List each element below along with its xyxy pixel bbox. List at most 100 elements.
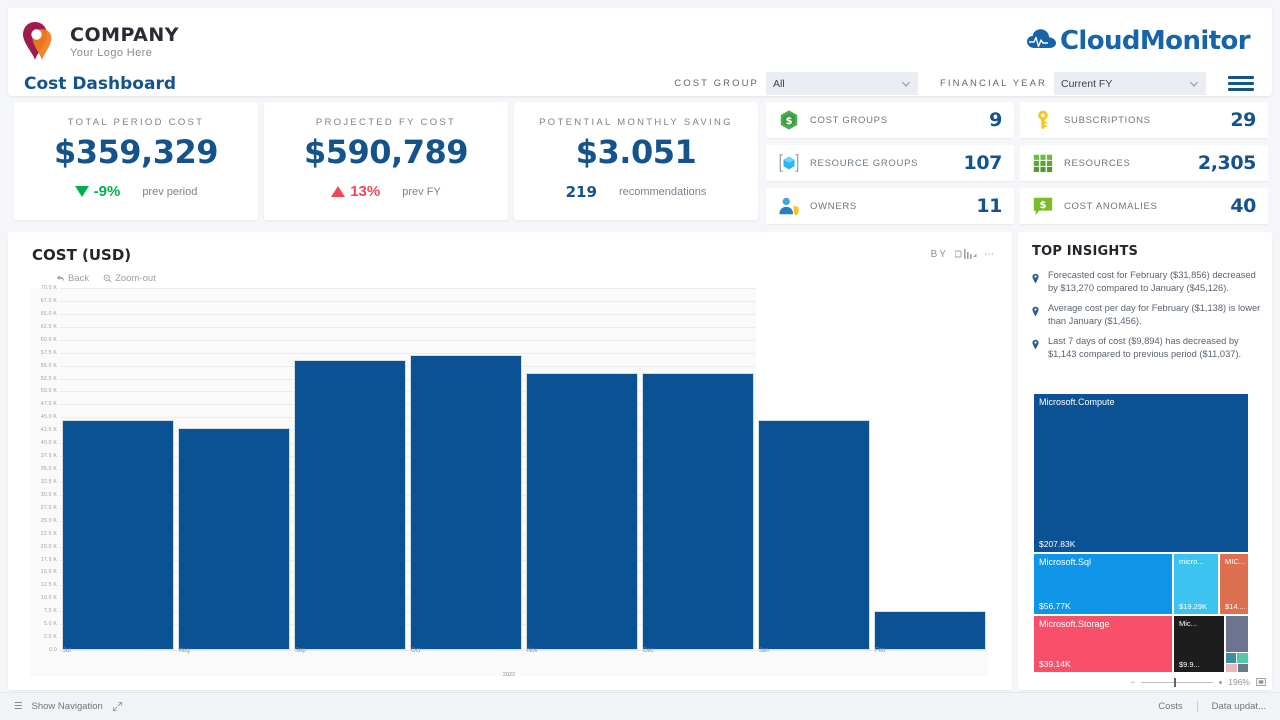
tile-subscriptions[interactable]: SUBSCRIPTIONS 29 bbox=[1020, 102, 1268, 138]
y-axis-tick: 47.5 K bbox=[40, 401, 57, 408]
x-axis-tick: Feb bbox=[875, 648, 886, 654]
bar-slot[interactable] bbox=[872, 288, 988, 650]
bar-slot[interactable] bbox=[176, 288, 292, 650]
company-logo-icon bbox=[23, 22, 52, 60]
bar[interactable] bbox=[874, 611, 986, 650]
kpi-value: $3.051 bbox=[575, 133, 697, 171]
hamburger-icon[interactable]: ☰ bbox=[14, 701, 23, 712]
grid-line bbox=[60, 598, 988, 600]
insight-text: Forecasted cost for February ($31,856) d… bbox=[1048, 270, 1256, 293]
treemap-cell[interactable]: Microsoft.Compute $207.83K bbox=[1034, 394, 1248, 552]
grid-line bbox=[60, 404, 988, 406]
y-axis-tick: 35.0 K bbox=[40, 466, 57, 472]
cost-group-dropdown[interactable]: All bbox=[765, 72, 918, 95]
fit-to-screen-icon[interactable] bbox=[1256, 677, 1266, 687]
bar-slot[interactable] bbox=[756, 288, 872, 650]
y-axis-tick: 62.5 K bbox=[40, 323, 57, 330]
more-options-icon[interactable]: ⋯ bbox=[984, 248, 996, 260]
y-axis-tick: 0.0 bbox=[49, 647, 57, 653]
kpi-delta-value: -9% bbox=[93, 183, 121, 200]
services-treemap[interactable]: Microsoft.Compute $207.83K Microsoft.Sql $5… bbox=[1034, 394, 1248, 678]
cost-bar-chart[interactable]: 70.0 K 67.5 K 65.0 K 62.5 K 60.0 K 57.5 K 55.0… bbox=[30, 285, 988, 678]
cost-anomaly-icon: $ bbox=[1033, 197, 1053, 216]
tab-costs[interactable]: Costs bbox=[1158, 701, 1183, 712]
grid-line bbox=[60, 352, 988, 354]
treemap-cell[interactable] bbox=[1237, 653, 1248, 663]
bar[interactable] bbox=[758, 419, 870, 650]
tile-resources[interactable]: RESOURCES 2,305 bbox=[1020, 145, 1268, 181]
show-navigation-label[interactable]: Show Navigation bbox=[31, 701, 103, 712]
zoom-control[interactable]: − 196% bbox=[1130, 677, 1266, 687]
bar-slot[interactable] bbox=[524, 288, 640, 650]
treemap-cell-name: MIC... bbox=[1225, 557, 1245, 566]
bar[interactable] bbox=[642, 373, 754, 650]
kpi-card-potential-monthly-saving[interactable]: POTENTIAL MONTHLY SAVING $3.051 219 reco… bbox=[514, 102, 758, 220]
bar-slot[interactable] bbox=[60, 288, 176, 650]
bar-slot[interactable] bbox=[640, 288, 756, 650]
treemap-cell[interactable]: Microsoft.Storage $39.14K bbox=[1034, 616, 1172, 672]
expand-icon[interactable] bbox=[112, 701, 123, 712]
grid-line bbox=[60, 288, 988, 289]
hamburger-menu-icon[interactable] bbox=[1228, 76, 1254, 91]
bar[interactable] bbox=[410, 355, 522, 650]
treemap-cell[interactable]: MIC... $14.... bbox=[1220, 554, 1248, 614]
bar[interactable] bbox=[526, 373, 638, 650]
x-axis-tick: Dec bbox=[643, 648, 654, 654]
zoom-slider-handle[interactable] bbox=[1174, 677, 1177, 687]
financial-year-dropdown[interactable]: Current FY bbox=[1054, 72, 1206, 95]
tile-cost-groups[interactable]: $ COST GROUPS 9 bbox=[766, 102, 1014, 138]
chart-by-control[interactable]: BY ⋯ bbox=[931, 248, 996, 260]
treemap-cell[interactable]: Mic... $9.9... bbox=[1174, 616, 1224, 672]
kpi-card-total-period-cost[interactable]: TOTAL PERIOD COST $359,329 -9% prev peri… bbox=[14, 102, 258, 220]
grid-line bbox=[60, 456, 988, 458]
treemap-cell[interactable]: Microsoft.Sql $56.77K bbox=[1034, 554, 1172, 614]
grid-line bbox=[60, 520, 988, 522]
tile-label: SUBSCRIPTIONS bbox=[1064, 114, 1151, 126]
chart-zoom-out-button[interactable]: Zoom-out bbox=[103, 273, 156, 284]
treemap-cell[interactable] bbox=[1226, 664, 1237, 672]
financial-year-label: FINANCIAL YEAR bbox=[939, 78, 1047, 89]
treemap-cell[interactable]: micro... $19.29K bbox=[1174, 554, 1218, 614]
visual-type-icon[interactable] bbox=[955, 248, 977, 260]
insight-item[interactable]: Last 7 days of cost ($9,894) has decreas… bbox=[1032, 335, 1262, 360]
bar[interactable] bbox=[294, 360, 406, 650]
zoom-plus-icon[interactable] bbox=[1219, 680, 1223, 684]
status-divider bbox=[1196, 701, 1198, 712]
data-updated-label[interactable]: Data updat... bbox=[1211, 701, 1266, 712]
page-title: Cost Dashboard bbox=[24, 74, 176, 94]
y-axis-tick: 27.5 K bbox=[40, 504, 57, 511]
insight-item[interactable]: Forecasted cost for February ($31,856) d… bbox=[1032, 269, 1262, 294]
tile-resource-groups[interactable]: RESOURCE GROUPS 107 bbox=[766, 145, 1014, 181]
zoom-slider[interactable] bbox=[1141, 677, 1214, 687]
grid-line bbox=[60, 585, 988, 587]
bar[interactable] bbox=[178, 427, 290, 650]
insights-list: Forecasted cost for February ($31,856) d… bbox=[1032, 269, 1262, 361]
tile-owners[interactable]: OWNERS 11 bbox=[766, 188, 1014, 224]
treemap-cell[interactable] bbox=[1238, 664, 1248, 672]
tile-value: 107 bbox=[963, 152, 1003, 174]
bar[interactable] bbox=[62, 419, 174, 650]
treemap-cell[interactable] bbox=[1226, 616, 1248, 652]
kpi-card-projected-fy-cost[interactable]: PROJECTED FY COST $590,789 13% prev FY bbox=[264, 102, 508, 220]
kpi-note: prev period bbox=[142, 185, 198, 198]
triangle-up-icon bbox=[331, 186, 346, 197]
kpi-value: $359,329 bbox=[53, 133, 219, 171]
y-axis-tick: 65.0 K bbox=[40, 310, 57, 317]
tile-cost-anomalies[interactable]: $ COST ANOMALIES 40 bbox=[1020, 188, 1268, 224]
chart-back-button[interactable]: Back bbox=[56, 273, 89, 284]
grid-line bbox=[60, 533, 988, 535]
zoom-minus-icon[interactable]: − bbox=[1130, 677, 1136, 687]
insight-item[interactable]: Average cost per day for February ($1,13… bbox=[1032, 302, 1262, 327]
tile-value: 9 bbox=[989, 109, 1002, 131]
bar-slot[interactable] bbox=[292, 288, 408, 650]
x-axis: Jul Aug Sep Oct Nov Dec Jan Feb bbox=[60, 648, 988, 668]
y-axis: 70.0 K 67.5 K 65.0 K 62.5 K 60.0 K 57.5 K 55.0… bbox=[30, 285, 60, 653]
logo-company-name: COMPANY bbox=[70, 24, 180, 46]
selection-highlight bbox=[872, 288, 988, 650]
tile-label: RESOURCES bbox=[1064, 157, 1131, 169]
treemap-cell[interactable] bbox=[1226, 653, 1236, 663]
bar-slot[interactable] bbox=[408, 288, 524, 650]
grid-line bbox=[60, 572, 988, 574]
product-name: CloudMonitor bbox=[1059, 26, 1251, 56]
treemap-cell-value: $19.29K bbox=[1179, 602, 1207, 611]
